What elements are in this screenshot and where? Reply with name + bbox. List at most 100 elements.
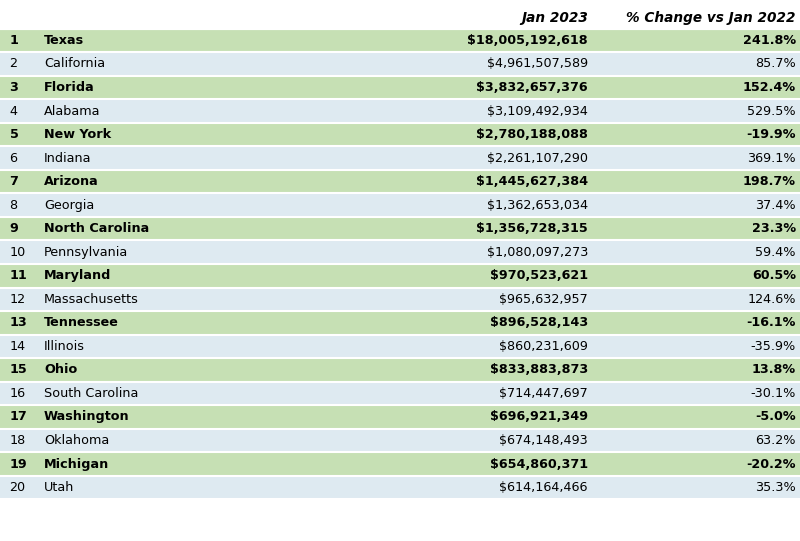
Text: 4: 4 (10, 104, 18, 117)
Text: $1,445,627,384: $1,445,627,384 (476, 175, 588, 188)
Text: 85.7%: 85.7% (755, 57, 796, 70)
Text: $4,961,507,589: $4,961,507,589 (487, 57, 588, 70)
Text: Indiana: Indiana (44, 151, 91, 164)
FancyBboxPatch shape (0, 3, 800, 29)
Text: Washington: Washington (44, 411, 130, 424)
Text: $860,231,609: $860,231,609 (499, 340, 588, 353)
FancyBboxPatch shape (0, 452, 800, 476)
Text: 17: 17 (10, 411, 27, 424)
Text: Pennsylvania: Pennsylvania (44, 246, 128, 259)
Text: 37.4%: 37.4% (755, 199, 796, 212)
FancyBboxPatch shape (0, 476, 800, 499)
Text: $970,523,621: $970,523,621 (490, 269, 588, 282)
Text: $18,005,192,618: $18,005,192,618 (467, 34, 588, 47)
FancyBboxPatch shape (0, 146, 800, 170)
Text: -35.9%: -35.9% (750, 340, 796, 353)
Text: Massachusetts: Massachusetts (44, 293, 139, 306)
Text: $3,109,492,934: $3,109,492,934 (487, 104, 588, 117)
Text: 9: 9 (10, 222, 18, 235)
Text: 14: 14 (10, 340, 26, 353)
FancyBboxPatch shape (0, 52, 800, 76)
Text: 2: 2 (10, 57, 18, 70)
Text: $696,921,349: $696,921,349 (490, 411, 588, 424)
Text: 35.3%: 35.3% (755, 481, 796, 494)
Text: Jan 2023: Jan 2023 (521, 11, 588, 25)
Text: 18: 18 (10, 434, 26, 447)
Text: 7: 7 (10, 175, 18, 188)
Text: Oklahoma: Oklahoma (44, 434, 110, 447)
Text: -5.0%: -5.0% (755, 411, 796, 424)
Text: Illinois: Illinois (44, 340, 85, 353)
Text: 3: 3 (10, 81, 18, 94)
Text: 241.8%: 241.8% (743, 34, 796, 47)
Text: 16: 16 (10, 387, 26, 400)
Text: $1,080,097,273: $1,080,097,273 (486, 246, 588, 259)
Text: Utah: Utah (44, 481, 74, 494)
Text: 6: 6 (10, 151, 18, 164)
FancyBboxPatch shape (0, 170, 800, 194)
Text: 529.5%: 529.5% (747, 104, 796, 117)
Text: 60.5%: 60.5% (752, 269, 796, 282)
Text: 19: 19 (10, 458, 27, 471)
Text: 13: 13 (10, 316, 27, 329)
Text: $1,356,728,315: $1,356,728,315 (476, 222, 588, 235)
FancyBboxPatch shape (0, 334, 800, 358)
Text: Tennessee: Tennessee (44, 316, 119, 329)
FancyBboxPatch shape (0, 288, 800, 311)
Text: 63.2%: 63.2% (755, 434, 796, 447)
Text: -19.9%: -19.9% (746, 128, 796, 141)
FancyBboxPatch shape (0, 100, 800, 123)
Text: 59.4%: 59.4% (755, 246, 796, 259)
FancyBboxPatch shape (0, 240, 800, 264)
Text: $833,883,873: $833,883,873 (490, 364, 588, 377)
Text: $965,632,957: $965,632,957 (499, 293, 588, 306)
Text: Maryland: Maryland (44, 269, 111, 282)
FancyBboxPatch shape (0, 76, 800, 100)
Text: Florida: Florida (44, 81, 94, 94)
FancyBboxPatch shape (0, 358, 800, 382)
Text: Arizona: Arizona (44, 175, 98, 188)
Text: % Change vs Jan 2022: % Change vs Jan 2022 (626, 11, 796, 25)
FancyBboxPatch shape (0, 194, 800, 217)
Text: $896,528,143: $896,528,143 (490, 316, 588, 329)
Text: $654,860,371: $654,860,371 (490, 458, 588, 471)
Text: New York: New York (44, 128, 111, 141)
Text: 20: 20 (10, 481, 26, 494)
Text: -16.1%: -16.1% (746, 316, 796, 329)
FancyBboxPatch shape (0, 264, 800, 288)
Text: -30.1%: -30.1% (750, 387, 796, 400)
Text: 124.6%: 124.6% (747, 293, 796, 306)
Text: $614,164,466: $614,164,466 (499, 481, 588, 494)
Text: North Carolina: North Carolina (44, 222, 150, 235)
FancyBboxPatch shape (0, 405, 800, 428)
FancyBboxPatch shape (0, 428, 800, 452)
FancyBboxPatch shape (0, 217, 800, 240)
Text: 11: 11 (10, 269, 27, 282)
Text: 10: 10 (10, 246, 26, 259)
FancyBboxPatch shape (0, 382, 800, 405)
Text: Ohio: Ohio (44, 364, 78, 377)
Text: 5: 5 (10, 128, 18, 141)
Text: South Carolina: South Carolina (44, 387, 138, 400)
Text: 8: 8 (10, 199, 18, 212)
FancyBboxPatch shape (0, 29, 800, 52)
Text: Alabama: Alabama (44, 104, 101, 117)
FancyBboxPatch shape (0, 311, 800, 334)
Text: 13.8%: 13.8% (752, 364, 796, 377)
Text: $714,447,697: $714,447,697 (499, 387, 588, 400)
FancyBboxPatch shape (0, 123, 800, 147)
Text: $2,780,188,088: $2,780,188,088 (476, 128, 588, 141)
Text: 152.4%: 152.4% (743, 81, 796, 94)
Text: $1,362,653,034: $1,362,653,034 (487, 199, 588, 212)
Text: Texas: Texas (44, 34, 84, 47)
Text: 23.3%: 23.3% (752, 222, 796, 235)
Text: 1: 1 (10, 34, 18, 47)
Text: $674,148,493: $674,148,493 (499, 434, 588, 447)
Text: 198.7%: 198.7% (743, 175, 796, 188)
Text: $3,832,657,376: $3,832,657,376 (476, 81, 588, 94)
Text: California: California (44, 57, 105, 70)
Text: 15: 15 (10, 364, 27, 377)
Text: Georgia: Georgia (44, 199, 94, 212)
Text: Michigan: Michigan (44, 458, 110, 471)
Text: $2,261,107,290: $2,261,107,290 (487, 151, 588, 164)
